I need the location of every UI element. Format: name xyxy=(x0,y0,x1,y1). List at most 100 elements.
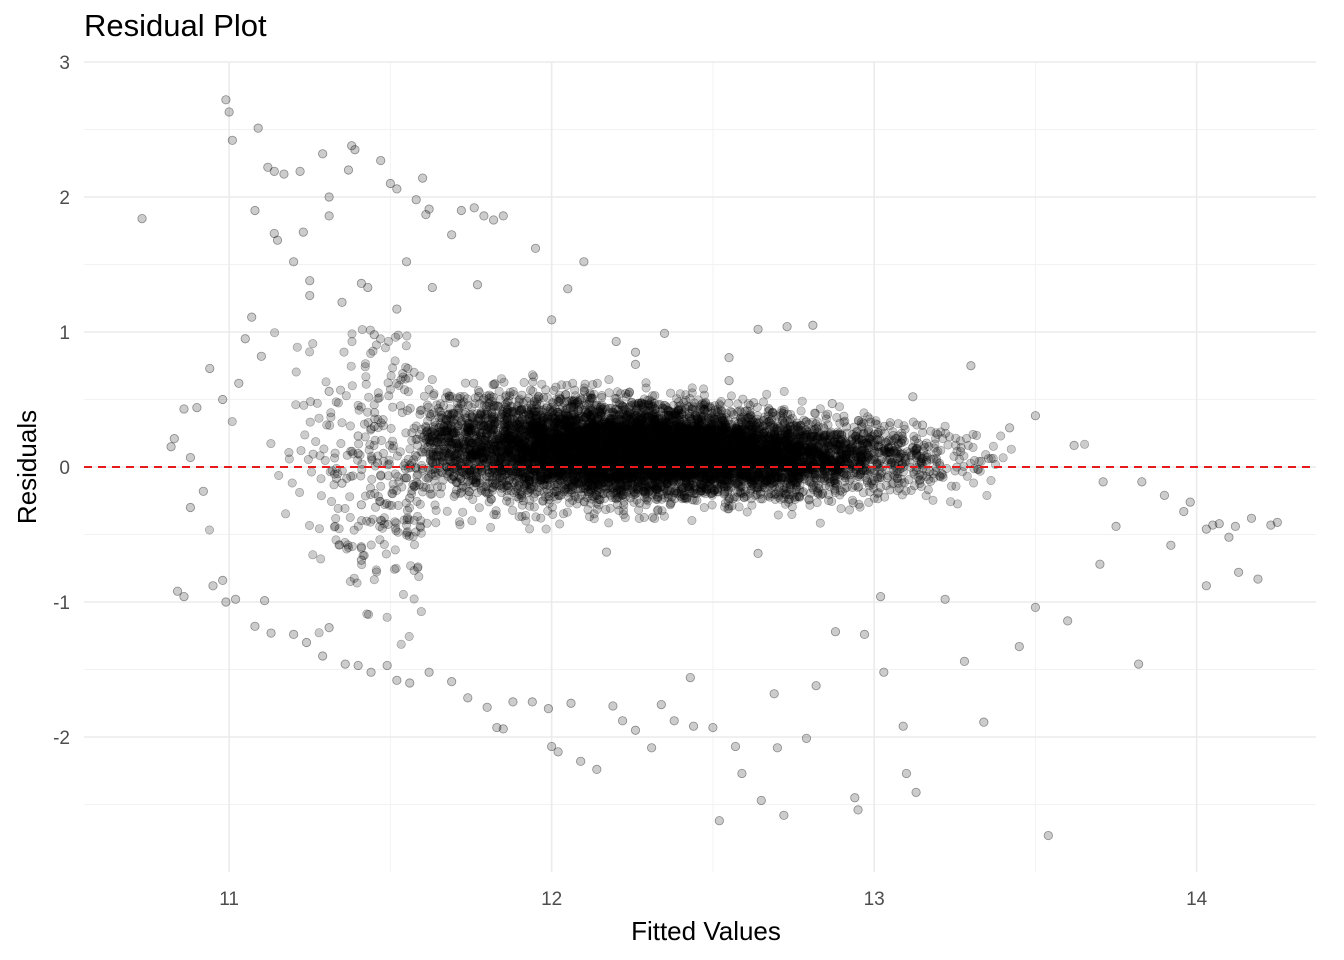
cloud-point xyxy=(364,392,374,402)
cloud-point xyxy=(808,417,818,427)
cloud-point xyxy=(316,474,326,484)
cloud-point xyxy=(454,439,464,449)
cloud-point xyxy=(337,418,347,428)
cloud-point xyxy=(322,420,332,430)
cloud-point xyxy=(361,372,371,382)
cloud-point xyxy=(735,456,745,466)
cloud-point xyxy=(439,423,449,433)
cloud-point xyxy=(308,339,318,349)
cloud-point xyxy=(604,428,614,438)
cloud-point xyxy=(567,438,577,448)
cloud-point xyxy=(787,509,797,519)
cloud-point xyxy=(986,475,996,485)
cloud-point xyxy=(608,458,618,468)
cloud-point xyxy=(836,504,846,514)
cloud-point xyxy=(680,407,690,417)
cloud-point xyxy=(830,437,840,447)
cloud-point xyxy=(619,472,629,482)
cloud-point xyxy=(619,454,629,464)
cloud-point xyxy=(447,425,457,435)
cloud-point xyxy=(291,367,301,377)
cloud-point xyxy=(726,391,736,401)
cloud-point xyxy=(815,518,825,528)
cloud-point xyxy=(403,527,413,537)
dense-point-cloud xyxy=(205,325,1090,649)
cloud-point xyxy=(830,478,840,488)
cloud-point xyxy=(650,391,660,401)
cloud-point xyxy=(696,404,706,414)
cloud-point xyxy=(864,434,874,444)
cloud-point xyxy=(692,453,702,463)
cloud-point xyxy=(674,435,684,445)
cloud-point xyxy=(376,481,386,491)
cloud-point xyxy=(738,446,748,456)
cloud-point xyxy=(728,437,738,447)
cloud-point xyxy=(575,433,585,443)
cloud-point xyxy=(380,343,390,353)
cloud-point xyxy=(300,430,310,440)
cloud-point xyxy=(531,411,541,421)
cloud-point xyxy=(644,434,654,444)
cloud-point xyxy=(376,471,386,481)
cloud-point xyxy=(369,575,379,585)
cloud-point xyxy=(600,426,610,436)
cloud-point xyxy=(492,416,502,426)
cloud-point xyxy=(676,447,686,457)
cloud-point xyxy=(596,428,606,438)
cloud-point xyxy=(405,444,415,454)
cloud-point xyxy=(928,495,938,505)
cloud-point xyxy=(569,433,579,443)
cloud-point xyxy=(413,563,423,573)
cloud-point xyxy=(926,426,936,436)
cloud-point xyxy=(747,467,757,477)
cloud-point xyxy=(530,474,540,484)
cloud-point xyxy=(824,496,834,506)
cloud-point xyxy=(578,442,588,452)
cloud-point xyxy=(748,452,758,462)
cloud-point xyxy=(749,445,759,455)
cloud-point xyxy=(489,411,499,421)
cloud-point xyxy=(594,433,604,443)
cloud-point xyxy=(303,454,313,464)
cloud-point xyxy=(403,363,413,373)
cloud-point xyxy=(652,443,662,453)
cloud-point xyxy=(633,487,643,497)
cloud-point xyxy=(657,420,667,430)
cloud-point xyxy=(678,427,688,437)
cloud-point xyxy=(696,449,706,459)
cloud-point xyxy=(700,454,710,464)
cloud-point xyxy=(305,417,315,427)
cloud-point xyxy=(698,444,708,454)
cloud-point xyxy=(736,427,746,437)
cloud-point xyxy=(699,503,709,513)
cloud-point xyxy=(676,444,686,454)
cloud-point xyxy=(681,476,691,486)
cloud-point xyxy=(400,374,410,384)
cloud-point xyxy=(412,477,422,487)
cloud-point xyxy=(674,411,684,421)
cloud-point xyxy=(982,490,992,500)
cloud-point xyxy=(844,505,854,515)
cloud-point xyxy=(640,470,650,480)
cloud-point xyxy=(548,488,558,498)
cloud-point xyxy=(296,446,306,456)
cloud-point xyxy=(291,400,301,410)
cloud-point xyxy=(369,400,379,410)
cloud-point xyxy=(386,423,396,433)
cloud-point xyxy=(326,408,336,418)
cloud-point xyxy=(795,492,805,502)
cloud-point xyxy=(502,485,512,495)
cloud-point xyxy=(781,436,791,446)
cloud-point xyxy=(393,500,403,510)
cloud-point xyxy=(881,438,891,448)
cloud-point xyxy=(998,453,1008,463)
cloud-point xyxy=(1006,444,1016,454)
cloud-point xyxy=(407,435,417,445)
cloud-point xyxy=(817,468,827,478)
cloud-point xyxy=(484,478,494,488)
cloud-point xyxy=(402,331,412,341)
cloud-point xyxy=(885,418,895,428)
cloud-point xyxy=(837,445,847,455)
cloud-point xyxy=(631,434,641,444)
cloud-point xyxy=(448,429,458,439)
